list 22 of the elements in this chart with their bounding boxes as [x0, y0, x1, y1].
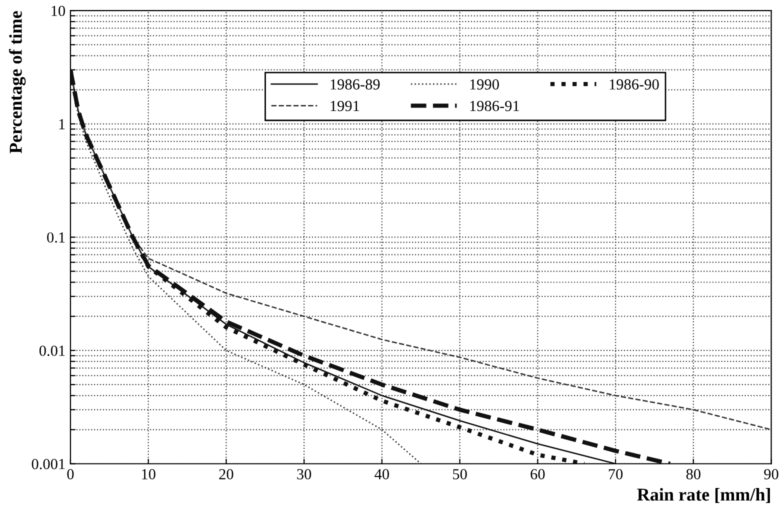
y-tick-label: 1 — [59, 119, 65, 130]
x-tick-label: 80 — [686, 469, 700, 480]
x-tick-label: 60 — [530, 469, 545, 480]
x-tick-label: 50 — [453, 469, 467, 480]
y-tick-label: 0.01 — [39, 346, 65, 356]
legend-label: 1986-91 — [470, 100, 519, 112]
legend-label: 1990 — [470, 79, 499, 90]
legend-label: 1991 — [330, 100, 360, 112]
y-tick-label: 10 — [52, 6, 66, 16]
x-tick-label: 20 — [219, 469, 234, 480]
x-tick-label: 70 — [608, 469, 623, 480]
y-axis-title: Percentage of time — [8, 11, 26, 154]
legend-label: 1986-89 — [330, 79, 380, 90]
legend-label: 1986-90 — [610, 79, 659, 90]
x-axis-title: Rain rate [mm/h] — [637, 488, 770, 503]
x-tick-label: 10 — [142, 469, 156, 480]
y-tick-label: 0.001 — [32, 458, 65, 470]
y-tick-label: 0.1 — [47, 232, 65, 243]
x-tick-label: 30 — [297, 469, 312, 480]
x-tick-label: 0 — [67, 469, 74, 480]
x-tick-label: 40 — [374, 469, 389, 480]
x-tick-label: 90 — [764, 469, 778, 480]
